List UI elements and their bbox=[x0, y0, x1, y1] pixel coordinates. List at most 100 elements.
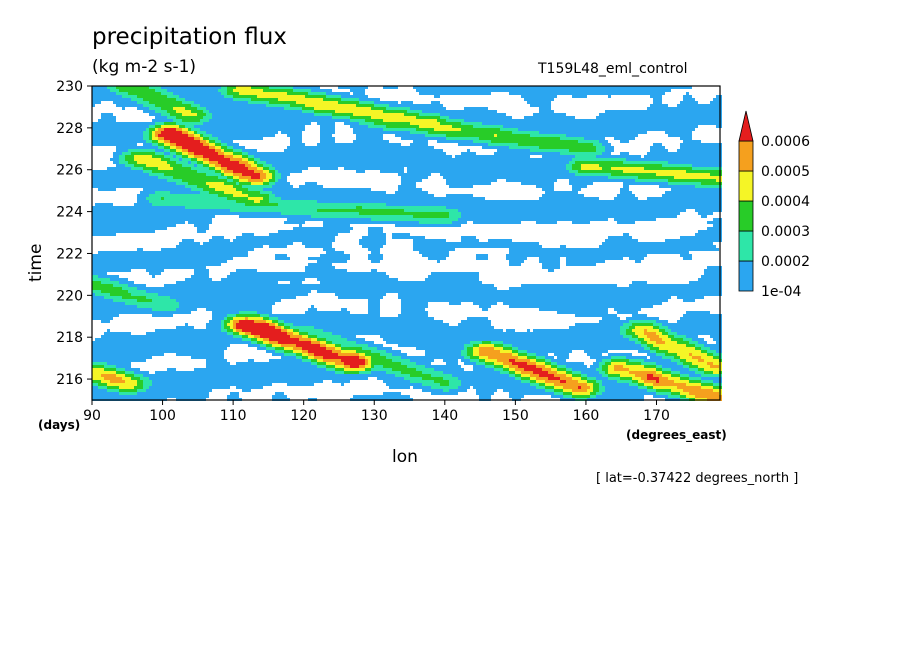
heatmap-cell bbox=[539, 152, 542, 155]
heatmap-cell bbox=[338, 164, 341, 167]
heatmap-cell bbox=[365, 161, 368, 164]
heatmap-cell bbox=[401, 137, 404, 140]
heatmap-cell bbox=[149, 101, 152, 104]
heatmap-cell bbox=[392, 104, 395, 107]
heatmap-cell bbox=[710, 152, 713, 155]
heatmap-cell bbox=[512, 152, 515, 155]
heatmap-cell bbox=[206, 110, 209, 113]
heatmap-cell bbox=[209, 128, 212, 131]
heatmap-cell bbox=[458, 155, 461, 158]
heatmap-cell bbox=[413, 152, 416, 155]
heatmap-cell bbox=[629, 167, 632, 170]
heatmap-cell bbox=[695, 125, 698, 128]
heatmap-cell bbox=[479, 122, 482, 125]
heatmap-cell bbox=[662, 164, 665, 167]
heatmap-cell bbox=[431, 146, 434, 149]
heatmap-cell bbox=[401, 128, 404, 131]
heatmap-cell bbox=[491, 143, 494, 146]
heatmap-cell bbox=[317, 107, 320, 110]
heatmap-cell bbox=[341, 113, 344, 116]
heatmap-cell bbox=[320, 167, 323, 170]
heatmap-cell bbox=[536, 89, 539, 92]
heatmap-cell bbox=[578, 131, 581, 134]
heatmap-cell bbox=[218, 98, 221, 101]
heatmap-cell bbox=[506, 128, 509, 131]
heatmap-cell bbox=[383, 110, 386, 113]
heatmap-cell bbox=[686, 92, 689, 95]
heatmap-cell bbox=[524, 98, 527, 101]
heatmap-cell bbox=[326, 128, 329, 131]
heatmap-cell bbox=[647, 92, 650, 95]
heatmap-cell bbox=[698, 104, 701, 107]
heatmap-cell bbox=[644, 113, 647, 116]
heatmap-cell bbox=[485, 116, 488, 119]
heatmap-cell bbox=[317, 149, 320, 152]
heatmap-cell bbox=[338, 110, 341, 113]
heatmap-cell bbox=[566, 131, 569, 134]
heatmap-cell bbox=[362, 122, 365, 125]
heatmap-cell bbox=[575, 140, 578, 143]
heatmap-cell bbox=[185, 125, 188, 128]
heatmap-cell bbox=[431, 110, 434, 113]
heatmap-cell bbox=[656, 167, 659, 170]
heatmap-cell bbox=[560, 158, 563, 161]
heatmap-cell bbox=[116, 167, 119, 170]
heatmap-cell bbox=[470, 125, 473, 128]
heatmap-cell bbox=[281, 107, 284, 110]
heatmap-cell bbox=[371, 113, 374, 116]
heatmap-cell bbox=[332, 98, 335, 101]
heatmap-cell bbox=[338, 92, 341, 95]
heatmap-cell bbox=[590, 92, 593, 95]
heatmap-cell bbox=[260, 107, 263, 110]
heatmap-cell bbox=[455, 131, 458, 134]
heatmap-cell bbox=[110, 116, 113, 119]
heatmap-cell bbox=[347, 161, 350, 164]
heatmap-cell bbox=[560, 164, 563, 167]
heatmap-cell bbox=[350, 143, 353, 146]
heatmap-cell bbox=[140, 89, 143, 92]
heatmap-cell bbox=[428, 89, 431, 92]
heatmap-cell bbox=[602, 116, 605, 119]
heatmap-cell bbox=[197, 92, 200, 95]
heatmap-cell bbox=[173, 131, 176, 134]
heatmap-cell bbox=[308, 104, 311, 107]
heatmap-cell bbox=[614, 161, 617, 164]
heatmap-cell bbox=[713, 122, 716, 125]
heatmap-cell bbox=[110, 92, 113, 95]
heatmap-cell bbox=[389, 152, 392, 155]
heatmap-cell bbox=[107, 131, 110, 134]
heatmap-cell bbox=[314, 155, 317, 158]
heatmap-cell bbox=[515, 158, 518, 161]
heatmap-cell bbox=[311, 119, 314, 122]
heatmap-cell bbox=[656, 152, 659, 155]
heatmap-cell bbox=[380, 137, 383, 140]
heatmap-cell bbox=[455, 161, 458, 164]
heatmap-cell bbox=[464, 116, 467, 119]
heatmap-cell bbox=[233, 131, 236, 134]
heatmap-cell bbox=[107, 143, 110, 146]
heatmap-cell bbox=[206, 143, 209, 146]
heatmap-cell bbox=[611, 149, 614, 152]
heatmap-cell bbox=[530, 125, 533, 128]
heatmap-cell bbox=[467, 152, 470, 155]
heatmap-cell bbox=[383, 101, 386, 104]
heatmap-cell bbox=[425, 134, 428, 137]
heatmap-cell bbox=[230, 116, 233, 119]
heatmap-cell bbox=[638, 155, 641, 158]
heatmap-cell bbox=[266, 152, 269, 155]
heatmap-cell bbox=[695, 161, 698, 164]
heatmap-cell bbox=[716, 119, 719, 122]
heatmap-cell bbox=[209, 92, 212, 95]
heatmap-cell bbox=[428, 170, 431, 173]
heatmap-cell bbox=[686, 113, 689, 116]
heatmap-cell bbox=[338, 143, 341, 146]
heatmap-cell bbox=[245, 167, 248, 170]
heatmap-cell bbox=[548, 170, 551, 173]
heatmap-cell bbox=[197, 113, 200, 116]
heatmap-cell bbox=[119, 89, 122, 92]
heatmap-cell bbox=[347, 152, 350, 155]
heatmap-cell bbox=[176, 173, 179, 176]
heatmap-cell bbox=[650, 155, 653, 158]
heatmap-cell bbox=[704, 161, 707, 164]
heatmap-cell bbox=[404, 149, 407, 152]
